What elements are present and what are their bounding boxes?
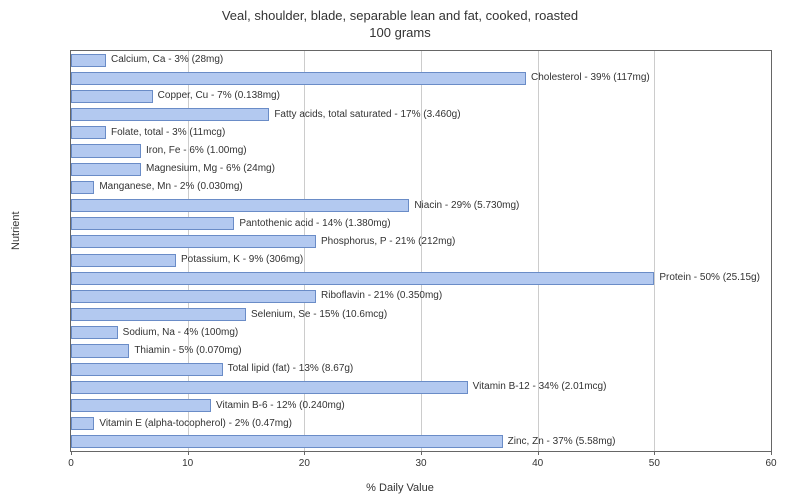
nutrient-bar-label: Fatty acids, total saturated - 17% (3.46…	[274, 110, 460, 120]
nutrient-bar-label: Selenium, Se - 15% (10.6mcg)	[251, 310, 387, 320]
nutrient-bar	[71, 126, 106, 139]
nutrient-bar-label: Copper, Cu - 7% (0.138mg)	[158, 91, 280, 101]
nutrient-bar-label: Magnesium, Mg - 6% (24mg)	[146, 164, 275, 174]
nutrient-bar	[71, 308, 246, 321]
x-tick	[188, 451, 189, 455]
nutrient-bar	[71, 363, 223, 376]
nutrient-bar-label: Sodium, Na - 4% (100mg)	[123, 328, 239, 338]
nutrient-bar-label: Potassium, K - 9% (306mg)	[181, 255, 303, 265]
chart-title: Veal, shoulder, blade, separable lean an…	[0, 0, 800, 42]
nutrient-bar	[71, 417, 94, 430]
nutrient-bar-label: Protein - 50% (25.15g)	[659, 273, 760, 283]
x-tick-label: 40	[532, 458, 543, 469]
gridline	[654, 51, 655, 451]
y-axis-label: Nutrient	[10, 211, 22, 250]
nutrient-bar-label: Vitamin B-12 - 34% (2.01mcg)	[473, 382, 607, 392]
x-tick-label: 30	[415, 458, 426, 469]
x-tick-label: 60	[765, 458, 776, 469]
x-tick	[421, 451, 422, 455]
x-tick	[654, 451, 655, 455]
nutrient-bar	[71, 290, 316, 303]
plot-area: 0102030405060Calcium, Ca - 3% (28mg)Chol…	[70, 50, 772, 452]
x-axis-label: % Daily Value	[366, 482, 434, 494]
nutrient-bar-label: Total lipid (fat) - 13% (8.67g)	[228, 364, 354, 374]
nutrient-bar-label: Niacin - 29% (5.730mg)	[414, 201, 519, 211]
nutrient-bar	[71, 181, 94, 194]
nutrient-bar	[71, 399, 211, 412]
nutrient-bar-label: Manganese, Mn - 2% (0.030mg)	[99, 182, 242, 192]
x-tick	[304, 451, 305, 455]
nutrient-bar	[71, 235, 316, 248]
x-tick-label: 0	[68, 458, 74, 469]
x-tick	[538, 451, 539, 455]
nutrient-bar	[71, 199, 409, 212]
nutrient-bar-label: Vitamin E (alpha-tocopherol) - 2% (0.47m…	[99, 419, 292, 429]
nutrient-chart: Veal, shoulder, blade, separable lean an…	[0, 0, 800, 500]
nutrient-bar-label: Zinc, Zn - 37% (5.58mg)	[508, 437, 616, 447]
x-tick	[771, 451, 772, 455]
nutrient-bar	[71, 72, 526, 85]
nutrient-bar	[71, 435, 503, 448]
nutrient-bar	[71, 90, 153, 103]
nutrient-bar	[71, 144, 141, 157]
nutrient-bar-label: Pantothenic acid - 14% (1.380mg)	[239, 219, 390, 229]
nutrient-bar	[71, 217, 234, 230]
title-line-1: Veal, shoulder, blade, separable lean an…	[222, 8, 578, 23]
nutrient-bar	[71, 54, 106, 67]
nutrient-bar-label: Calcium, Ca - 3% (28mg)	[111, 55, 223, 65]
nutrient-bar	[71, 254, 176, 267]
nutrient-bar-label: Riboflavin - 21% (0.350mg)	[321, 291, 442, 301]
x-tick-label: 20	[299, 458, 310, 469]
nutrient-bar-label: Thiamin - 5% (0.070mg)	[134, 346, 241, 356]
nutrient-bar	[71, 344, 129, 357]
title-line-2: 100 grams	[369, 25, 430, 40]
nutrient-bar-label: Folate, total - 3% (11mcg)	[111, 128, 225, 138]
x-tick	[71, 451, 72, 455]
nutrient-bar-label: Phosphorus, P - 21% (212mg)	[321, 237, 455, 247]
nutrient-bar	[71, 272, 654, 285]
x-tick-label: 10	[182, 458, 193, 469]
nutrient-bar	[71, 163, 141, 176]
nutrient-bar	[71, 108, 269, 121]
x-tick-label: 50	[649, 458, 660, 469]
nutrient-bar-label: Iron, Fe - 6% (1.00mg)	[146, 146, 247, 156]
nutrient-bar-label: Cholesterol - 39% (117mg)	[531, 73, 650, 83]
nutrient-bar	[71, 326, 118, 339]
nutrient-bar-label: Vitamin B-6 - 12% (0.240mg)	[216, 401, 345, 411]
nutrient-bar	[71, 381, 468, 394]
